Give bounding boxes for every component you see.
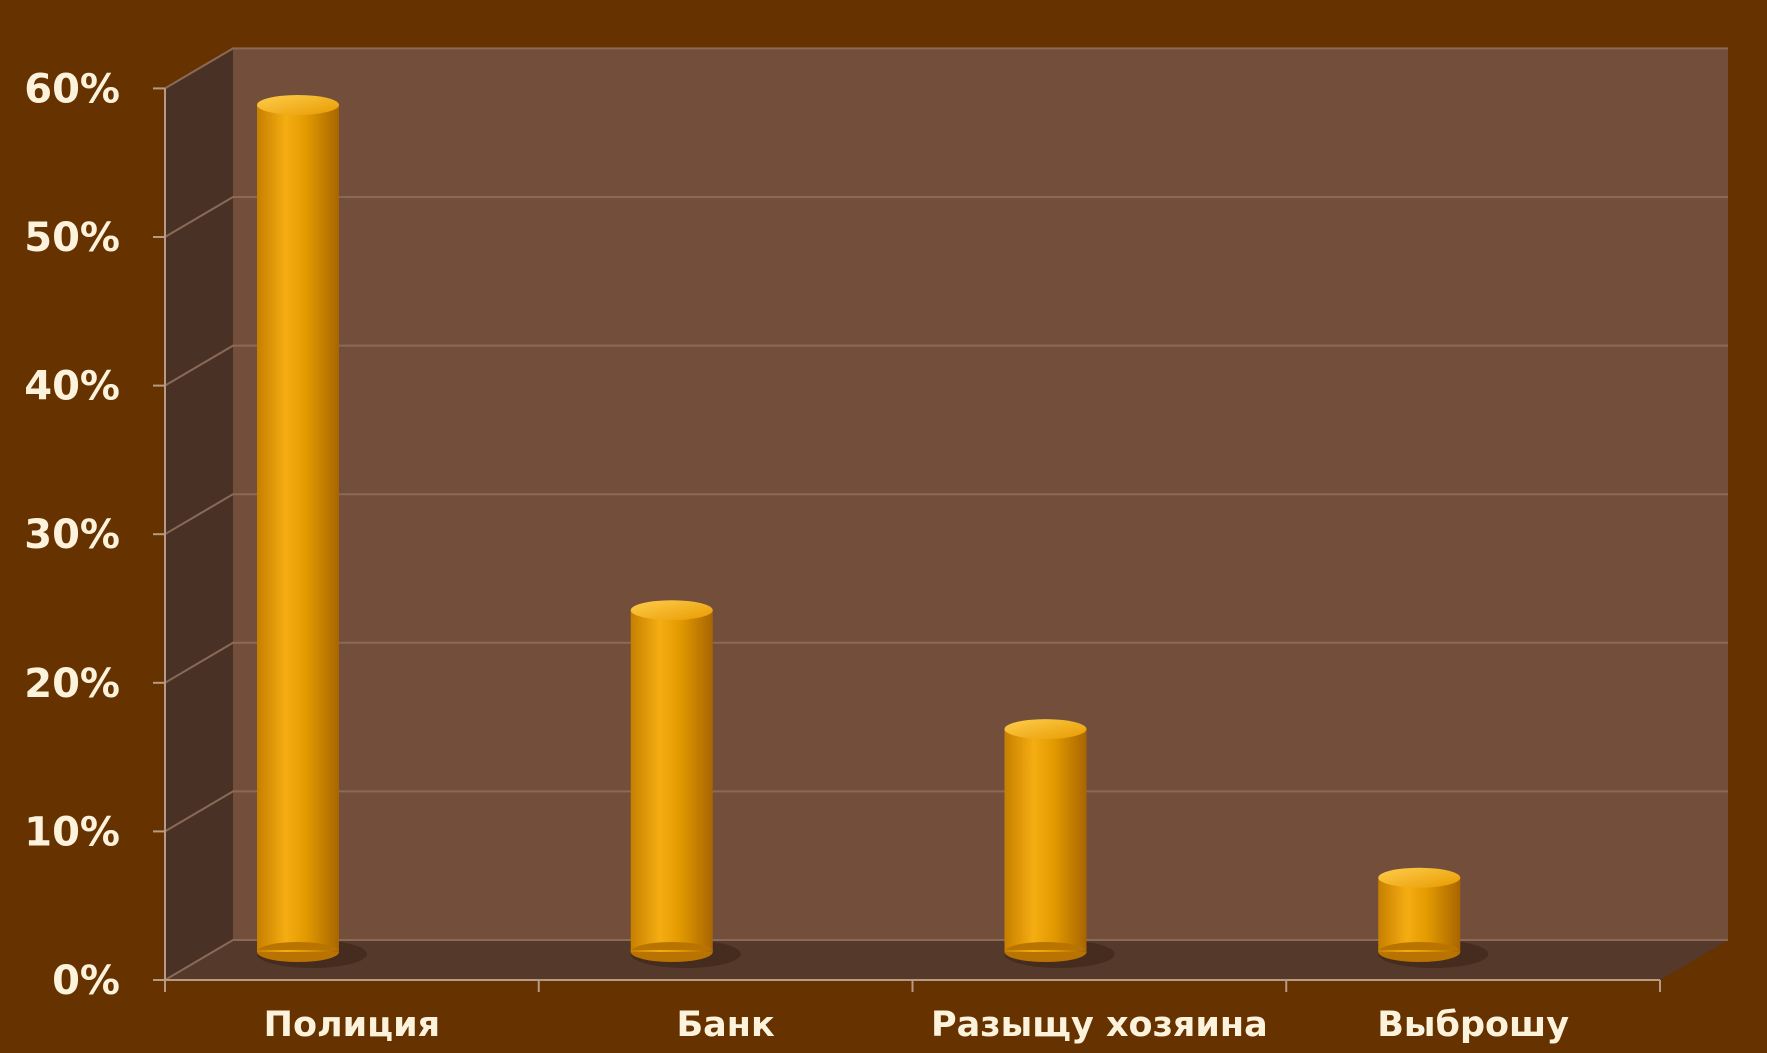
axes <box>153 87 1661 992</box>
y-axis-tick-labels: 0% 10% 20% 30% 40% 50% 60% <box>24 66 120 1004</box>
y-tick-label: 30% <box>24 512 120 558</box>
bar <box>1378 867 1489 968</box>
gridline <box>164 47 1728 90</box>
bar <box>1004 719 1115 968</box>
bars <box>257 94 1489 968</box>
y-tick-label: 0% <box>52 958 120 1004</box>
x-tick-label: Разыщу хозяина <box>931 1005 1268 1045</box>
x-tick-label: Выброшу <box>1377 1005 1569 1045</box>
chart-floor <box>165 940 1728 980</box>
y-tick-label: 60% <box>24 66 120 112</box>
gridline <box>164 790 1728 833</box>
gridlines <box>164 47 1728 981</box>
bar <box>630 600 741 968</box>
x-tick-label: Банк <box>677 1005 775 1045</box>
bar <box>257 94 367 968</box>
y-tick-label: 50% <box>24 215 120 261</box>
x-tick-label: Полиция <box>264 1005 440 1045</box>
gridline <box>164 939 1728 981</box>
y-tick-label: 40% <box>24 364 120 410</box>
gridline <box>164 493 1728 536</box>
gridline <box>164 344 1728 387</box>
gridline <box>164 196 1728 238</box>
y-tick-label: 10% <box>24 809 120 855</box>
gridline <box>164 641 1728 684</box>
y-tick-label: 20% <box>24 661 120 707</box>
x-axis-tick-labels: Полиция Банк Разыщу хозяина Выброшу <box>264 1005 1570 1045</box>
